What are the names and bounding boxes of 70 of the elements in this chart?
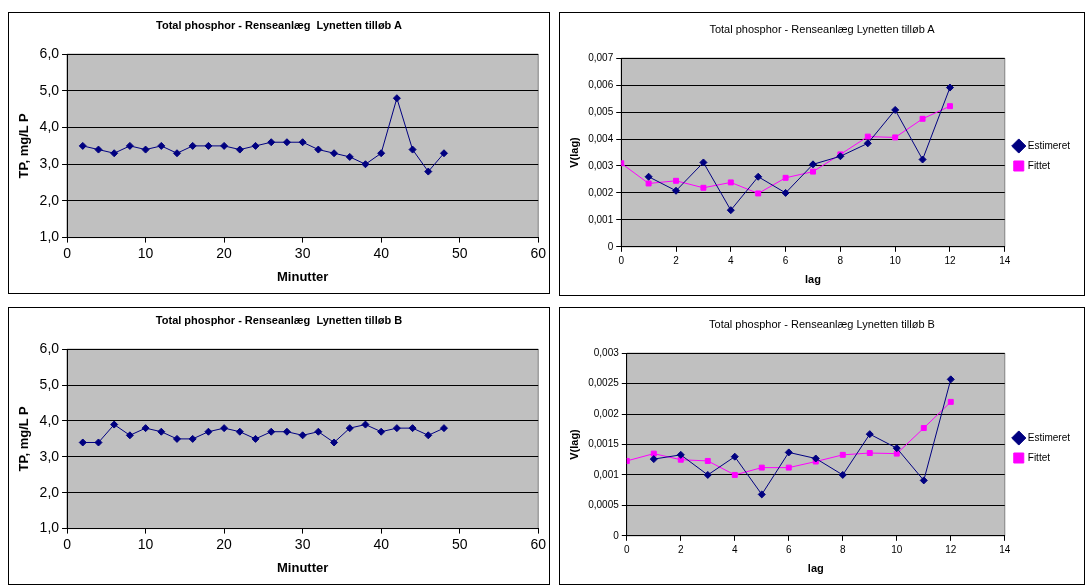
x-tick-label: 0	[63, 244, 72, 261]
y-axis-title: TP, mg/L P	[16, 405, 32, 472]
x-tick-label: 10	[889, 254, 902, 266]
chart-title: Total phosphor - Renseanlæg Lynetten tilløb B	[709, 317, 935, 330]
y-tick-label: 1,0	[39, 228, 60, 245]
y-tick-label: 0,0005	[588, 499, 620, 511]
legend-label: Fittet	[1027, 159, 1051, 171]
x-tick-label: 12	[945, 543, 957, 555]
x-tick-label: 30	[294, 535, 311, 552]
x-axis-title: lag	[805, 273, 821, 286]
x-tick-label: 20	[216, 535, 233, 552]
x-axis-title: Minutter	[277, 268, 329, 284]
x-tick-label: 2	[678, 543, 684, 555]
x-tick-label: 10	[137, 244, 154, 261]
x-axis-title: lag	[807, 562, 824, 575]
y-tick-label: 0,006	[588, 78, 614, 90]
legend-label: Estimeret	[1027, 431, 1071, 443]
chart-title: Total phosphor - Renseanlæg Lynetten tilløb A	[709, 22, 936, 35]
x-tick-label: 40	[373, 535, 390, 552]
x-tick-label: 50	[451, 535, 468, 552]
y-tick-label: 0,0015	[588, 438, 620, 450]
x-tick-label: 10	[137, 535, 154, 552]
y-tick-label: 3,0	[39, 447, 60, 464]
y-tick-label: 4,0	[39, 118, 60, 135]
x-tick-label: 8	[839, 543, 846, 555]
chart-title: Total phosphor - Renseanlæg Lynetten tilløb A	[156, 18, 402, 31]
y-tick-label: 2,0	[39, 191, 60, 208]
x-tick-label: 60	[530, 535, 547, 552]
x-tick-label: 2	[673, 254, 680, 266]
x-tick-label: 20	[216, 244, 233, 261]
y-tick-label: 3,0	[39, 155, 60, 172]
x-tick-label: 10	[891, 543, 903, 555]
y-tick-label: 5,0	[39, 375, 60, 392]
y-tick-label: 0,003	[588, 159, 614, 171]
y-tick-label: 0,003	[593, 346, 620, 358]
x-tick-label: 12	[944, 254, 956, 266]
y-axis-title: TP, mg/L P	[16, 112, 32, 179]
y-tick-label: 0,004	[588, 132, 614, 144]
y-axis-title: V(lag)	[567, 428, 580, 460]
x-tick-label: 4	[728, 254, 735, 266]
y-axis-title: V(lag)	[567, 136, 580, 168]
x-tick-label: 40	[373, 244, 390, 261]
y-tick-label: 0,001	[588, 213, 614, 225]
x-axis-title: Minutter	[277, 559, 329, 575]
y-tick-label: 0,002	[588, 186, 614, 198]
y-tick-label: 0,005	[588, 105, 614, 117]
y-tick-label: 0,0025	[588, 377, 620, 389]
y-tick-label: 0,001	[593, 468, 620, 480]
y-tick-label: 1,0	[39, 519, 60, 536]
chart-title: Total phosphor - Renseanlæg Lynetten tilløb B	[155, 313, 403, 326]
x-tick-label: 0	[63, 535, 72, 552]
y-tick-label: 0,007	[588, 51, 614, 63]
y-tick-label: 4,0	[39, 411, 60, 428]
y-tick-label: 2,0	[39, 483, 60, 500]
y-tick-label: 6,0	[39, 340, 60, 357]
y-tick-label: 5,0	[39, 81, 60, 98]
x-tick-label: 6	[786, 543, 792, 555]
y-tick-label: 0,002	[593, 407, 620, 419]
x-tick-label: 8	[837, 254, 844, 266]
x-tick-label: 60	[530, 244, 547, 261]
x-tick-label: 14	[999, 254, 1011, 266]
x-tick-label: 14	[999, 543, 1011, 555]
legend-label: Estimeret	[1027, 139, 1071, 151]
y-tick-label: 6,0	[39, 45, 60, 62]
x-tick-label: 4	[732, 543, 738, 555]
legend-label: Fittet	[1027, 451, 1051, 463]
x-tick-label: 30	[294, 244, 311, 261]
x-tick-label: 50	[451, 244, 468, 261]
x-tick-label: 6	[782, 254, 789, 266]
x-tick-label: 0	[624, 543, 630, 555]
